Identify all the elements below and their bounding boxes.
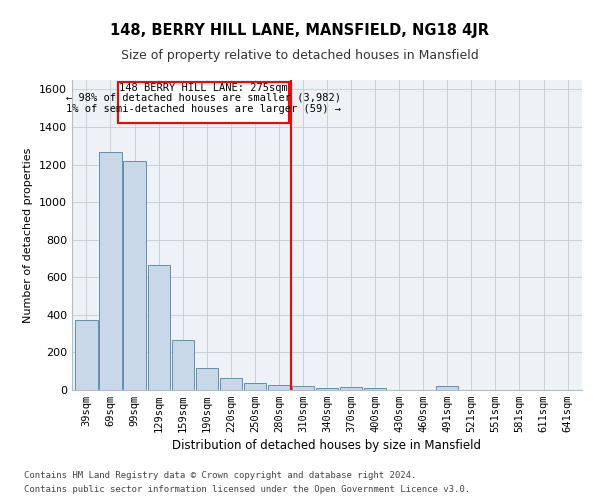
Bar: [148, 265, 170, 390]
Text: 1% of semi-detached houses are larger (59) →: 1% of semi-detached houses are larger (5…: [65, 104, 341, 114]
Y-axis label: Number of detached properties: Number of detached properties: [23, 148, 34, 322]
Text: ← 98% of detached houses are smaller (3,982): ← 98% of detached houses are smaller (3,…: [65, 93, 341, 103]
Bar: [364, 388, 386, 390]
Bar: [268, 384, 290, 390]
Text: 148 BERRY HILL LANE: 275sqm: 148 BERRY HILL LANE: 275sqm: [119, 83, 287, 93]
Bar: [436, 386, 458, 390]
Bar: [172, 340, 194, 390]
Bar: [220, 378, 242, 390]
Bar: [244, 383, 266, 390]
Bar: [196, 368, 218, 390]
Text: Size of property relative to detached houses in Mansfield: Size of property relative to detached ho…: [121, 48, 479, 62]
Bar: [340, 387, 362, 390]
Bar: [292, 386, 314, 390]
Bar: [76, 320, 98, 390]
Bar: [316, 388, 338, 390]
Text: 148, BERRY HILL LANE, MANSFIELD, NG18 4JR: 148, BERRY HILL LANE, MANSFIELD, NG18 4J…: [110, 22, 490, 38]
Text: Contains HM Land Registry data © Crown copyright and database right 2024.: Contains HM Land Registry data © Crown c…: [24, 470, 416, 480]
Text: Contains public sector information licensed under the Open Government Licence v3: Contains public sector information licen…: [24, 486, 470, 494]
FancyBboxPatch shape: [118, 82, 289, 123]
Bar: [100, 152, 122, 390]
Bar: [124, 161, 146, 390]
X-axis label: Distribution of detached houses by size in Mansfield: Distribution of detached houses by size …: [173, 440, 482, 452]
